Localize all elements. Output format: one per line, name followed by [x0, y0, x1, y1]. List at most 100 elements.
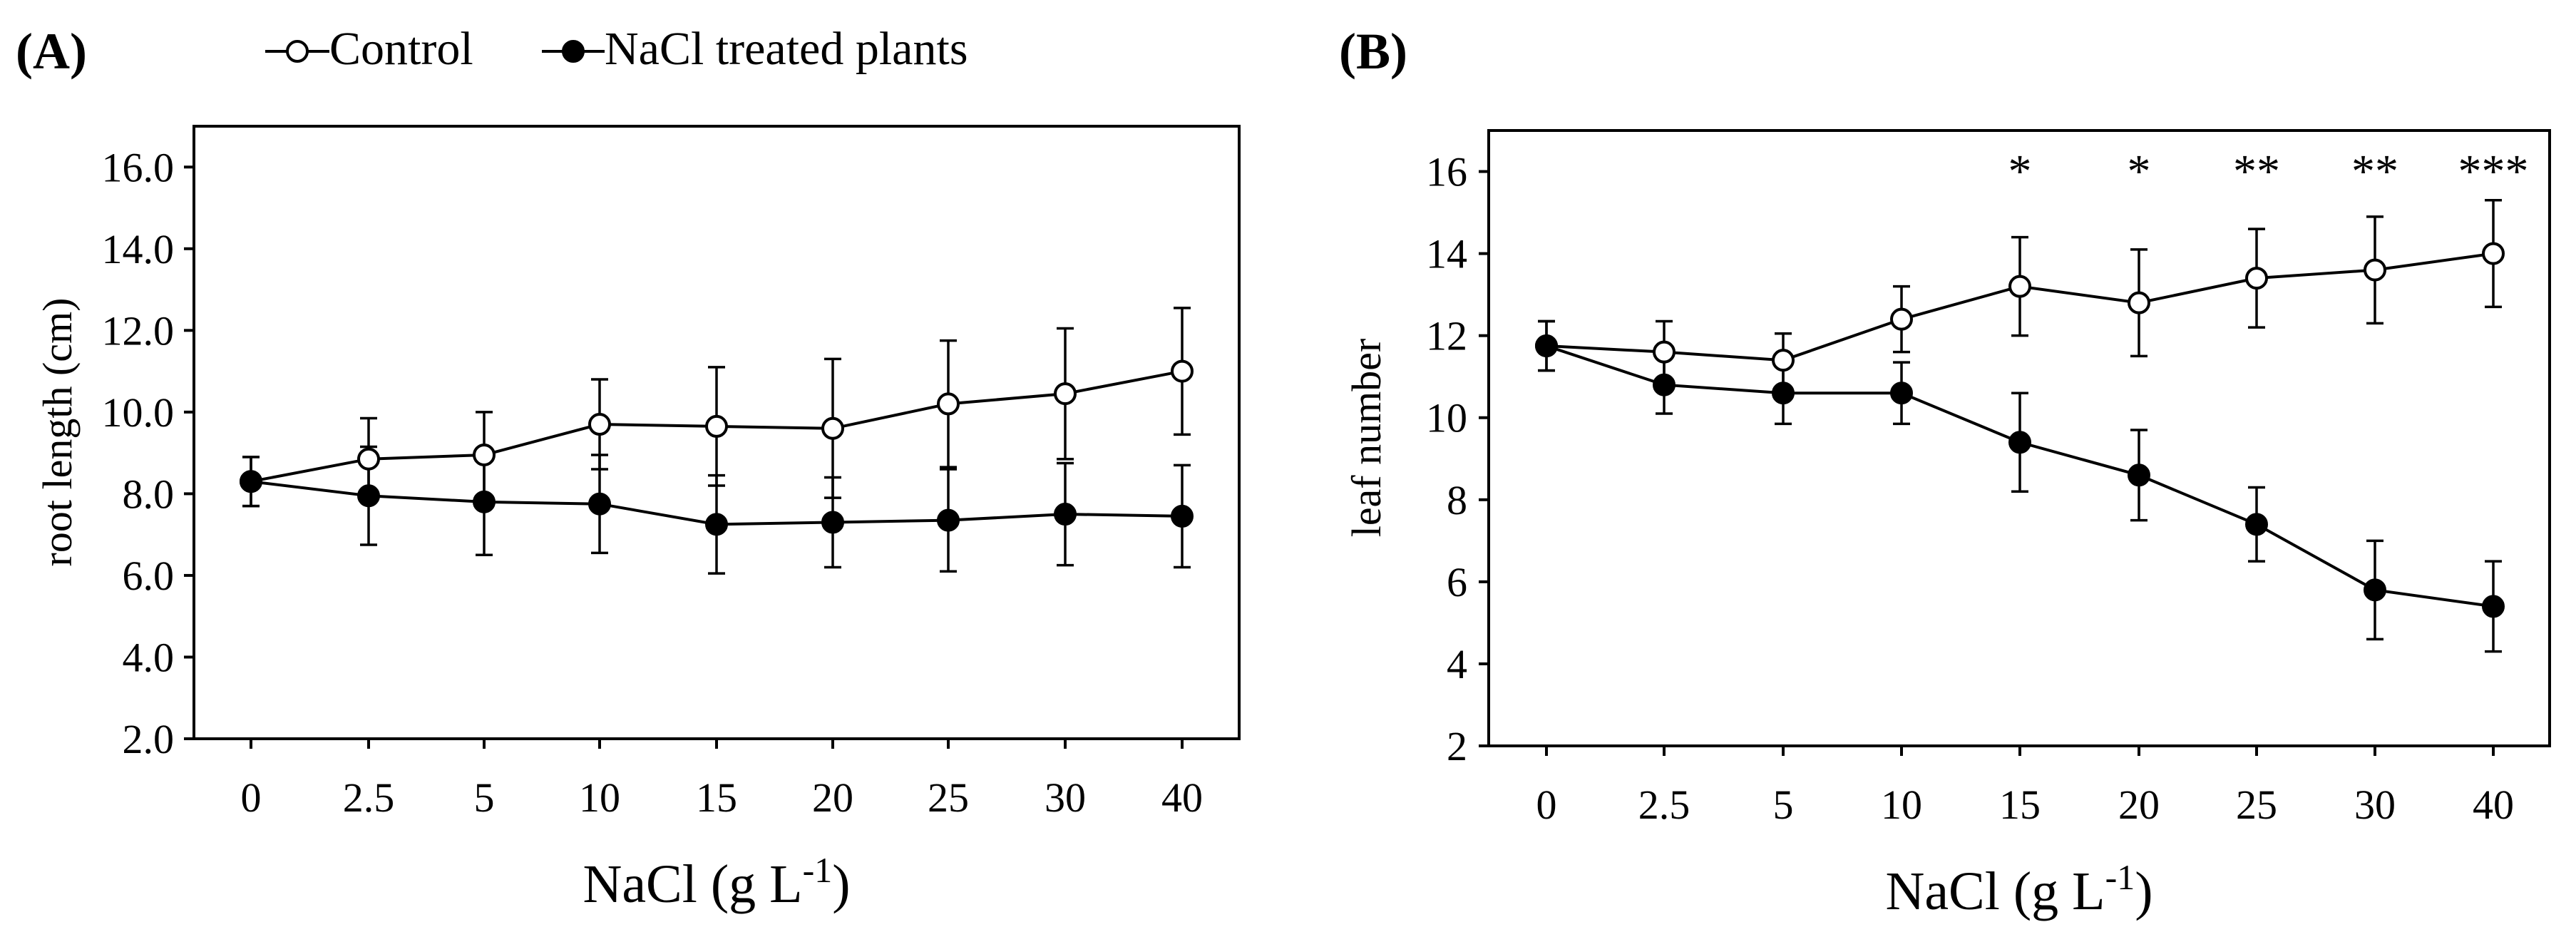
- data-point-control-a: [588, 413, 611, 436]
- data-point-treated-b: [2245, 513, 2268, 536]
- x-tick-label-a: 5: [474, 774, 495, 821]
- x-axis-label-a-main: NaCl (g L: [583, 854, 802, 914]
- x-tick-label-a: 0: [241, 774, 262, 821]
- y-axis-label-b: leaf number: [1343, 339, 1390, 538]
- panel-a: (A) 2.0 4.0 6.0 8.0 10.0 12.0 14.0 16.0 0 2.5 5 10…: [16, 23, 1241, 914]
- legend-control-marker: [286, 40, 309, 63]
- x-tick-label-b: 2.5: [1638, 782, 1690, 828]
- data-point-control-a: [1171, 359, 1194, 383]
- data-point-control-b: [1772, 349, 1795, 372]
- panel-label-b: (B): [1339, 23, 1407, 80]
- legend-treated-label: NaCl treated plants: [605, 23, 968, 75]
- legend-control-label: Control: [329, 23, 473, 75]
- x-tick-label-b: 40: [2473, 782, 2514, 828]
- data-point-treated-a: [1054, 503, 1077, 526]
- data-point-control-b: [1890, 307, 1913, 331]
- y-tick-label-b: 16: [1426, 149, 1467, 195]
- x-tick-label-a: 25: [928, 774, 969, 821]
- data-point-treated-a: [821, 511, 844, 534]
- y-tick-label-b: 10: [1426, 395, 1467, 441]
- x-tick-label-b: 15: [1999, 782, 2041, 828]
- x-tick-label-a: 10: [579, 774, 620, 821]
- data-point-treated-b: [1772, 382, 1795, 405]
- x-tick-label-a: 40: [1161, 774, 1203, 821]
- significance-marker-b: *: [2128, 145, 2151, 198]
- y-tick-label-a: 16.0: [102, 144, 175, 190]
- data-point-control-a: [357, 447, 380, 471]
- data-point-control-b: [2245, 267, 2268, 290]
- y-tick-label-b: 8: [1447, 477, 1467, 523]
- y-tick-label-b: 6: [1447, 559, 1467, 605]
- marks-a: [240, 307, 1194, 575]
- y-axis-b: 2 4 6 8 10 12 14 16: [1426, 149, 1489, 769]
- significance-marker-b: *: [2008, 145, 2032, 198]
- x-tick-label-b: 0: [1536, 782, 1557, 828]
- x-axis-label-a-sup: -1: [803, 850, 833, 890]
- data-point-treated-b: [2364, 578, 2386, 602]
- data-point-treated-a: [705, 513, 728, 536]
- data-point-treated-b: [2482, 595, 2505, 618]
- y-tick-label-b: 14: [1426, 231, 1467, 277]
- data-point-control-a: [473, 443, 496, 466]
- x-tick-label-b: 5: [1773, 782, 1794, 828]
- x-axis-label-b: NaCl (g L-1): [1885, 857, 2152, 921]
- data-point-control-b: [1653, 340, 1676, 364]
- x-tick-label-a: 15: [696, 774, 737, 821]
- panel-label-a: (A): [16, 23, 87, 80]
- y-axis-a: 2.0 4.0 6.0 8.0 10.0 12.0 14.0 16.0: [102, 144, 194, 762]
- data-point-control-a: [705, 414, 728, 438]
- data-point-treated-a: [240, 470, 262, 493]
- x-axis-label-a-close: ): [832, 854, 850, 914]
- y-tick-label-a: 14.0: [102, 226, 175, 272]
- x-axis-a: 0 2.5 5 10 15 20 25 30 40: [241, 739, 1203, 821]
- x-tick-label-a: 20: [812, 774, 853, 821]
- y-tick-label-a: 10.0: [102, 389, 175, 436]
- x-axis-label-b-close: ): [2135, 861, 2152, 921]
- data-point-control-b: [2008, 275, 2031, 298]
- y-tick-label-a: 12.0: [102, 307, 175, 354]
- x-tick-label-b: 25: [2236, 782, 2277, 828]
- data-point-treated-a: [473, 490, 496, 513]
- legend-treated: NaCl treated plants: [542, 23, 968, 75]
- y-tick-label-b: 2: [1447, 723, 1467, 769]
- x-axis-b: 0 2.5 5 10 15 20 25 30 40: [1536, 746, 2514, 828]
- y-tick-label-b: 4: [1447, 641, 1467, 687]
- y-axis-label-a: root length (cm): [34, 298, 81, 567]
- x-tick-label-a: 2.5: [343, 774, 395, 821]
- x-tick-label-b: 10: [1881, 782, 1922, 828]
- data-point-control-a: [821, 416, 844, 440]
- data-point-treated-a: [357, 484, 380, 508]
- data-point-treated-b: [2008, 431, 2031, 454]
- data-point-control-a: [1054, 382, 1077, 406]
- data-point-control-a: [937, 392, 960, 416]
- data-point-treated-b: [1890, 382, 1913, 405]
- significance-marker-b: **: [2233, 145, 2280, 198]
- y-tick-label-a: 8.0: [123, 471, 175, 517]
- y-tick-label-a: 6.0: [123, 553, 175, 599]
- data-point-treated-a: [1171, 504, 1194, 528]
- data-point-treated-a: [937, 508, 960, 532]
- data-point-treated-b: [1535, 334, 1558, 358]
- significance-marker-b: **: [2351, 145, 2398, 198]
- marks-b: [1535, 199, 2505, 653]
- x-axis-label-a: NaCl (g L-1): [583, 850, 850, 914]
- data-point-control-b: [2482, 242, 2505, 265]
- x-tick-label-b: 20: [2118, 782, 2160, 828]
- y-tick-label-a: 2.0: [123, 716, 175, 762]
- significance-b: * * ** ** ***: [2008, 145, 2529, 198]
- data-point-control-b: [2128, 291, 2150, 314]
- y-tick-label-a: 4.0: [123, 634, 175, 680]
- data-point-treated-a: [588, 492, 611, 516]
- significance-marker-b: ***: [2458, 145, 2529, 198]
- x-axis-label-b-sup: -1: [2105, 857, 2135, 897]
- legend-control: Control: [265, 23, 473, 75]
- x-tick-label-b: 30: [2354, 782, 2396, 828]
- panel-label-a-text: A: [33, 23, 70, 80]
- data-point-control-b: [2364, 258, 2386, 282]
- data-point-treated-b: [1653, 373, 1676, 396]
- legend: Control NaCl treated plants: [265, 23, 968, 75]
- data-point-treated-b: [2128, 464, 2150, 487]
- x-tick-label-a: 30: [1045, 774, 1086, 821]
